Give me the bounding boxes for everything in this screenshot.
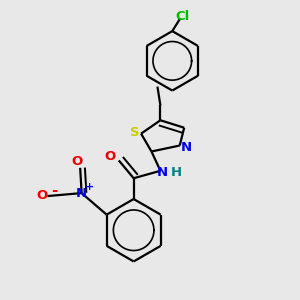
Text: S: S	[130, 126, 140, 139]
Text: N: N	[181, 140, 192, 154]
Text: -: -	[51, 183, 57, 198]
Text: H: H	[171, 166, 182, 179]
Text: +: +	[85, 182, 94, 192]
Text: O: O	[72, 155, 83, 168]
Text: N: N	[156, 166, 167, 179]
Text: N: N	[76, 187, 87, 200]
Text: O: O	[104, 150, 116, 163]
Text: O: O	[36, 189, 47, 202]
Text: Cl: Cl	[175, 10, 189, 23]
